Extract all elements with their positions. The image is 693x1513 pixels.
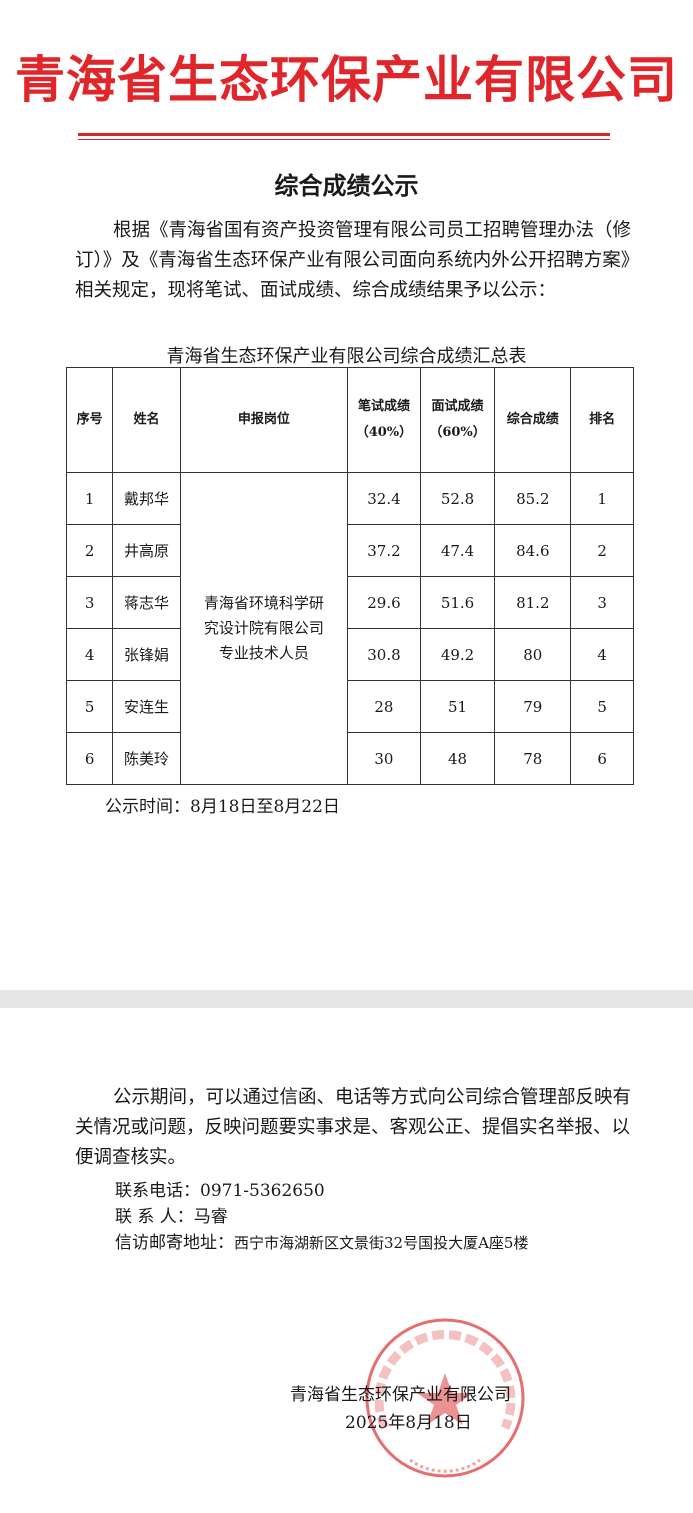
row-number: 1 — [65, 472, 114, 525]
interview-score: 47.4 — [419, 524, 496, 577]
rank: 6 — [570, 732, 634, 785]
rank: 1 — [570, 472, 634, 525]
interview-score: 48 — [419, 732, 496, 785]
page-title: 综合成绩公示 — [274, 172, 419, 200]
rank: 3 — [570, 576, 634, 629]
written-score: 32.4 — [347, 472, 421, 525]
rank: 5 — [570, 680, 634, 733]
page-break — [0, 990, 693, 1008]
table-row: 1 戴邦华 青海省环境科学研究设计院有限公司专业技术人员 32.4 52.8 85.2 1 — [65, 472, 634, 785]
rank: 2 — [570, 524, 634, 577]
row-number: 3 — [65, 576, 114, 629]
written-score: 29.6 — [347, 576, 421, 629]
intro-paragraph: 根据《青海省国有资产投资管理有限公司员工招聘管理办法（修订）》及《青海省生态环保… — [75, 220, 632, 301]
col-header: 综合成绩 — [494, 367, 572, 473]
contact-phone: 联系电话：0971-5362650 — [115, 1181, 325, 1201]
total-score: 81.2 — [494, 576, 572, 629]
col-header: 序号 — [65, 367, 114, 473]
written-score: 30.8 — [347, 628, 421, 681]
candidate-name: 陈美玲 — [112, 732, 181, 785]
col-header: 笔试成绩（40%） — [347, 367, 421, 473]
candidate-name: 张锋娟 — [112, 628, 181, 681]
table-header-row: 序号 姓名 申报岗位 笔试成绩（40%） 面试成绩（60%） 综合成绩 排名 — [65, 367, 634, 473]
candidate-name: 井高原 — [112, 524, 181, 577]
interview-score: 51.6 — [419, 576, 496, 629]
table-row: 2 井高原 37.2 47.4 84.6 2 — [65, 524, 634, 577]
table-row: 3 蒋志华 29.6 51.6 81.2 3 — [65, 576, 634, 629]
col-header: 排名 — [570, 367, 634, 473]
total-score: 84.6 — [494, 524, 572, 577]
table-row: 5 安连生 28 51 79 5 — [65, 680, 634, 733]
written-score: 30 — [347, 732, 421, 785]
col-header: 姓名 — [112, 367, 181, 473]
table-row: 6 陈美玲 30 48 78 6 — [65, 732, 634, 785]
company-seal — [365, 1318, 525, 1478]
row-number: 6 — [65, 732, 114, 785]
candidate-name: 安连生 — [112, 680, 181, 733]
notice-paragraph: 公示期间，可以通过信函、电话等方式向公司综合管理部反映有关情况或问题，反映问题要… — [75, 1087, 632, 1168]
written-score: 28 — [347, 680, 421, 733]
total-score: 79 — [494, 680, 572, 733]
company-letterhead: 青海省生态环保产业有限公司 — [15, 51, 678, 109]
written-score: 37.2 — [347, 524, 421, 577]
row-number: 4 — [65, 628, 114, 681]
interview-score: 51 — [419, 680, 496, 733]
table-caption: 青海省生态环保产业有限公司综合成绩汇总表 — [166, 346, 527, 367]
table-row: 4 张锋娟 30.8 49.2 80 4 — [65, 628, 634, 681]
interview-score: 52.8 — [419, 472, 496, 525]
candidate-name: 蒋志华 — [112, 576, 181, 629]
col-header: 面试成绩（60%） — [419, 367, 496, 473]
candidate-name: 戴邦华 — [112, 472, 181, 525]
interview-score: 49.2 — [419, 628, 496, 681]
letterhead-rule-thin — [78, 139, 610, 140]
row-number: 2 — [65, 524, 114, 577]
signature-company: 青海省生态环保产业有限公司 — [290, 1385, 511, 1405]
row-number: 5 — [65, 680, 114, 733]
letterhead-rule — [78, 133, 610, 136]
publicity-period: 公示时间：8月18日至8月22日 — [105, 797, 340, 817]
total-score: 85.2 — [494, 472, 572, 525]
rank: 4 — [570, 628, 634, 681]
contact-person: 联 系 人：马睿 — [115, 1207, 228, 1227]
total-score: 80 — [494, 628, 572, 681]
total-score: 78 — [494, 732, 572, 785]
score-table: 序号 姓名 申报岗位 笔试成绩（40%） 面试成绩（60%） 综合成绩 排名 1… — [65, 367, 634, 785]
address-label: 信访邮寄地址： — [115, 1233, 234, 1253]
signature-date: 2025年8月18日 — [345, 1413, 472, 1433]
address: 西宁市海湖新区文景街32号国投大厦A座5楼 — [234, 1234, 529, 1252]
applied-position: 青海省环境科学研究设计院有限公司专业技术人员 — [179, 472, 349, 785]
col-header: 申报岗位 — [179, 367, 349, 473]
